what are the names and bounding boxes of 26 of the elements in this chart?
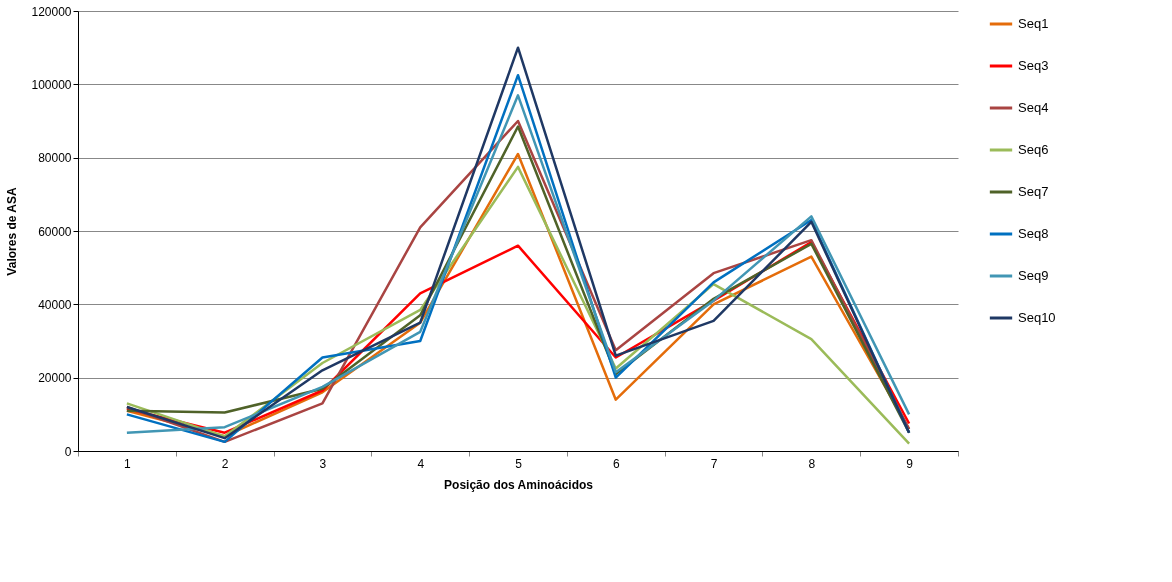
legend-label: Seq6 xyxy=(1018,142,1049,157)
y-tick-label: 120000 xyxy=(31,4,72,19)
y-tick-label: 40000 xyxy=(38,297,72,312)
x-tick-label: 3 xyxy=(319,456,327,471)
legend-label: Seq9 xyxy=(1018,268,1049,283)
y-tick-label: 60000 xyxy=(38,224,72,239)
x-tick-label: 7 xyxy=(710,456,718,471)
legend-label: Seq3 xyxy=(1018,58,1049,73)
x-tick-label: 2 xyxy=(221,456,229,471)
y-tick-label: 100000 xyxy=(31,77,72,92)
y-tick-label: 20000 xyxy=(38,371,72,386)
y-tick-label: 0 xyxy=(64,444,72,459)
x-axis-title: Posição dos Aminoácidos xyxy=(444,477,594,492)
legend-label: Seq4 xyxy=(1018,100,1049,115)
x-tick-label: 1 xyxy=(124,456,132,471)
y-axis-title: Valores de ASA xyxy=(5,187,20,276)
x-tick-label: 8 xyxy=(808,456,816,471)
x-tick-label: 6 xyxy=(612,456,620,471)
legend-label: Seq1 xyxy=(1018,16,1049,31)
x-tick-label: 9 xyxy=(906,456,914,471)
legend-label: Seq10 xyxy=(1018,310,1056,325)
x-tick-label: 4 xyxy=(417,456,425,471)
legend-label: Seq8 xyxy=(1018,226,1049,241)
legend-label: Seq7 xyxy=(1018,184,1049,199)
x-tick-label: 5 xyxy=(515,456,523,471)
y-tick-label: 80000 xyxy=(38,151,72,166)
